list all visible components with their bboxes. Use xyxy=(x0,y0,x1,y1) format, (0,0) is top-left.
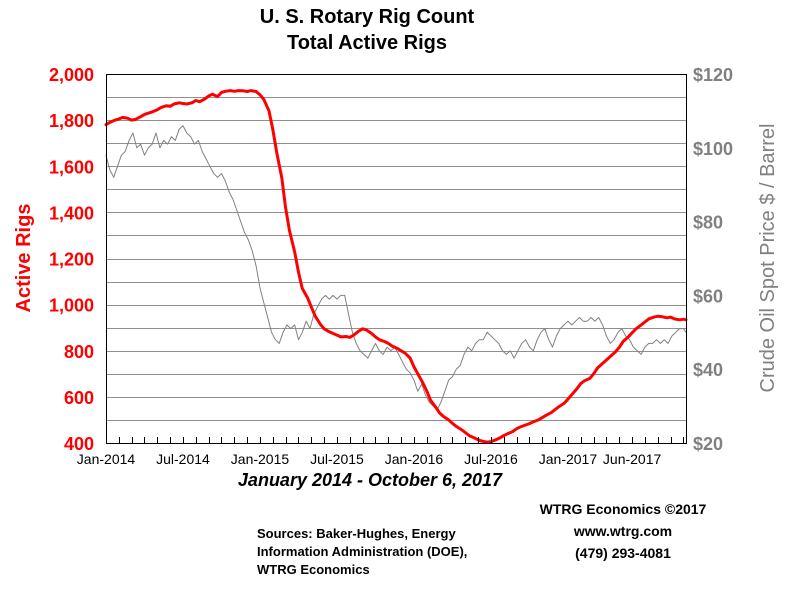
y-right-tick-label: $60 xyxy=(693,286,723,306)
y-left-tick-label: 1,600 xyxy=(49,157,94,177)
rig-count-line xyxy=(104,89,688,444)
y-left-tick-label: 400 xyxy=(64,434,94,454)
x-tick-label: Jul-2015 xyxy=(310,451,364,467)
y-left-tick-label: 2,000 xyxy=(49,65,94,85)
sources-line-3: WTRG Economics xyxy=(257,562,370,577)
y-left-axis-label: Active Rigs xyxy=(13,204,35,313)
series-layer xyxy=(104,89,688,444)
y-right-tick-label: $40 xyxy=(693,360,723,380)
x-tick-label: Jan-2015 xyxy=(231,451,290,467)
y-left-tick-label: 1,200 xyxy=(49,250,94,270)
y-right-tick-label: $120 xyxy=(693,65,733,85)
y-left-tick-label: 800 xyxy=(64,342,94,362)
axis-layer: 2,000 1,800 1,600 1,400 1,200 1,000 800 600 400 $… xyxy=(49,65,733,467)
period-label: January 2014 - October 6, 2017 xyxy=(237,470,503,490)
y-right-axis-label: Crude Oil Spot Price $ / Barrel xyxy=(757,124,779,393)
x-tick-label: Jul-2014 xyxy=(156,451,210,467)
oil-price-line xyxy=(105,125,687,411)
chart-subtitle: Total Active Rigs xyxy=(286,32,448,54)
plot-frame xyxy=(106,74,687,444)
y-right-tick-label: $100 xyxy=(693,139,733,159)
x-tick-label: Jun-2017 xyxy=(603,451,662,467)
y-right-tick-label: $20 xyxy=(693,434,723,454)
x-tick-label: Jan-2014 xyxy=(77,451,136,467)
sources-line-1: Sources: Baker-Hughes, Energy xyxy=(257,526,456,541)
y-left-tick-label: 1,000 xyxy=(49,296,94,316)
credit-org: WTRG Economics ©2017 xyxy=(539,501,707,517)
y-left-tick-label: 1,400 xyxy=(49,203,94,223)
x-tick-label: Jan-2016 xyxy=(385,451,444,467)
chart-title: U. S. Rotary Rig Count xyxy=(259,6,475,28)
x-tick-label: Jan-2017 xyxy=(539,451,598,467)
sources-line-2: Information Administration (DOE), xyxy=(257,544,468,559)
y-left-tick-label: 1,800 xyxy=(49,111,94,131)
x-tick-label: Jul-2016 xyxy=(464,451,518,467)
credit-phone: (479) 293-4081 xyxy=(575,545,671,561)
grid-layer xyxy=(106,74,686,444)
credit-url: www.wtrg.com xyxy=(573,523,673,539)
sources-note: Sources: Baker-Hughes, Energy Informatio… xyxy=(257,525,547,579)
y-right-tick-label: $80 xyxy=(693,213,723,233)
y-left-tick-label: 600 xyxy=(64,388,94,408)
